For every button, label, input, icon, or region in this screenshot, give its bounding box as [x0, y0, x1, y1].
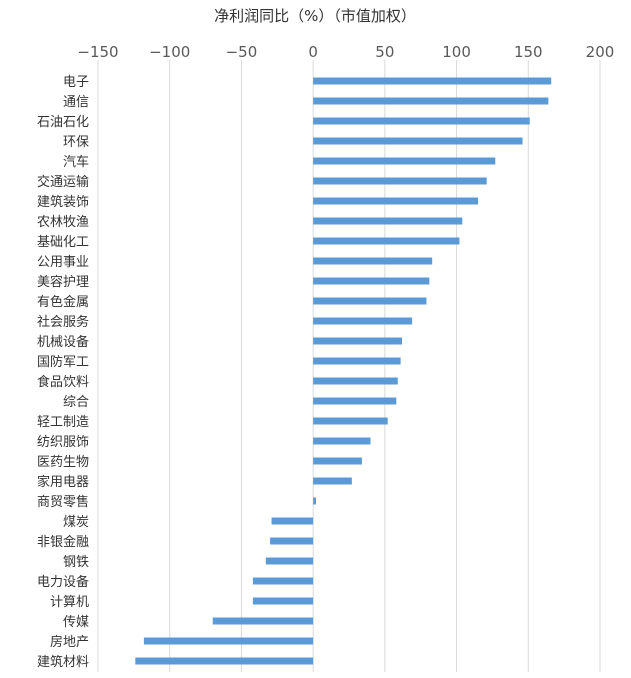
bar [313, 357, 401, 365]
category-label: 食品饮料 [37, 374, 89, 390]
category-label: 计算机 [50, 595, 89, 610]
category-label: 非银金融 [37, 534, 89, 550]
grid-lines [97, 60, 601, 672]
x-tick-label: 150 [514, 43, 543, 61]
category-label: 公用事业 [37, 255, 89, 270]
category-label: 商贸零售 [37, 494, 89, 510]
category-label: 传媒 [63, 615, 89, 630]
bar [313, 257, 433, 265]
bar [313, 297, 427, 305]
category-label: 基础化工 [37, 235, 89, 250]
bars [135, 77, 552, 665]
bar [252, 597, 314, 605]
bar [313, 377, 398, 385]
category-label: 钢铁 [63, 555, 89, 570]
x-tick-label: −150 [77, 43, 118, 61]
bar [265, 557, 314, 565]
bar [313, 317, 413, 325]
x-tick-label: 50 [375, 43, 394, 61]
bar [313, 137, 523, 145]
category-label: 交通运输 [37, 174, 89, 190]
category-labels: 电子通信石油石化环保汽车交通运输建筑装饰农林牧渔基础化工公用事业美容护理有色金属… [37, 75, 89, 670]
category-label: 电力设备 [37, 574, 89, 590]
bar [313, 77, 552, 85]
category-label: 轻工制造 [37, 415, 89, 430]
bar [212, 617, 314, 625]
bar [313, 397, 397, 405]
bar [313, 117, 530, 125]
bar [143, 637, 314, 645]
bar [135, 657, 314, 665]
x-tick-label: 200 [586, 43, 615, 61]
bar [313, 217, 463, 225]
category-label: 有色金属 [37, 294, 89, 310]
x-tick-label: 100 [442, 43, 471, 61]
category-label: 美容护理 [37, 274, 89, 290]
category-label: 农林牧渔 [37, 215, 89, 230]
category-label: 房地产 [50, 634, 89, 650]
x-tick-label: −50 [226, 43, 258, 61]
bar [271, 517, 314, 525]
category-label: 石油石化 [37, 115, 89, 130]
category-label: 国防军工 [37, 354, 89, 370]
category-label: 机械设备 [37, 334, 89, 350]
category-label: 通信 [63, 95, 89, 110]
bar [313, 277, 430, 285]
bar [313, 157, 496, 165]
category-label: 汽车 [63, 154, 89, 170]
bar [313, 497, 317, 505]
bar [313, 477, 352, 485]
category-label: 环保 [63, 135, 89, 150]
bar [313, 237, 460, 245]
category-label: 家用电器 [37, 474, 89, 490]
bar [313, 177, 487, 185]
bar [313, 337, 403, 345]
bar [252, 577, 314, 585]
bar [313, 437, 371, 445]
category-label: 建筑装饰 [37, 194, 89, 210]
category-label: 煤炭 [63, 515, 89, 530]
bar [313, 97, 549, 105]
category-label: 医药生物 [37, 455, 89, 470]
category-label: 建筑材料 [37, 654, 89, 670]
chart-title: 净利润同比（%）（市值加权） [214, 7, 416, 25]
bar [313, 457, 362, 465]
x-tick-label: 0 [308, 43, 318, 61]
bar [313, 197, 479, 205]
x-tick-label: −100 [149, 43, 190, 61]
x-axis-ticks: −150 −100 −50 0 50 100 150 200 [77, 43, 614, 61]
category-label: 社会服务 [37, 314, 89, 330]
bar [270, 537, 314, 545]
category-label: 纺织服饰 [37, 435, 89, 450]
category-label: 电子 [63, 75, 89, 90]
bar [313, 417, 388, 425]
category-label: 综合 [63, 395, 89, 410]
